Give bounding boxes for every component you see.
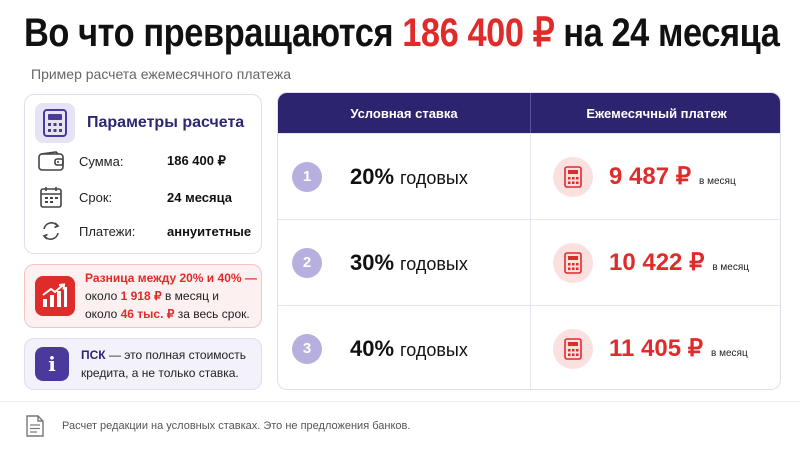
rate-cell: 2 30% годовых bbox=[278, 220, 531, 305]
param-row-sum: Сумма: 186 400 ₽ bbox=[37, 149, 257, 173]
title-text-1: Во что превращаются bbox=[24, 11, 403, 55]
params-title: Параметры расчета bbox=[87, 114, 245, 131]
calculator-icon bbox=[553, 156, 593, 197]
growth-chart-icon bbox=[35, 276, 75, 316]
param-label: Срок: bbox=[79, 189, 113, 205]
payment-value: 9 487 ₽ bbox=[609, 163, 691, 190]
table-row: 3 40% годовых 11 405 ₽ в месяц bbox=[278, 305, 780, 389]
rate-cell: 1 20% годовых bbox=[278, 134, 531, 219]
page-title: Во что превращаются 186 400 ₽ на 24 меся… bbox=[24, 10, 780, 56]
difference-text: Разница между 20% и 40% — около 1 918 ₽ … bbox=[85, 269, 257, 323]
row-number-badge: 3 bbox=[292, 333, 322, 364]
payments-table: Условная ставка Ежемесячный платеж 1 20%… bbox=[277, 92, 781, 390]
calendar-icon bbox=[37, 186, 65, 208]
param-label: Сумма: bbox=[79, 153, 124, 169]
table-header: Условная ставка Ежемесячный платеж bbox=[278, 93, 780, 133]
title-amount: 186 400 ₽ bbox=[402, 11, 555, 55]
difference-line3: около 46 тыс. ₽ за весь срок. bbox=[85, 305, 257, 323]
difference-card: Разница между 20% и 40% — около 1 918 ₽ … bbox=[24, 264, 262, 328]
rate-value: 40% bbox=[350, 335, 395, 361]
rate-value: 30% bbox=[350, 249, 395, 275]
difference-monthly: 1 918 ₽ bbox=[120, 289, 162, 303]
param-row-term: Срок: 24 месяца bbox=[37, 185, 257, 209]
params-header: Параметры расчета bbox=[35, 103, 255, 143]
payment-unit: в месяц bbox=[712, 262, 750, 273]
refresh-icon bbox=[37, 220, 65, 242]
difference-text-part: за весь срок. bbox=[174, 307, 250, 321]
title-text-2: на 24 месяца bbox=[554, 11, 780, 55]
param-value: 186 400 ₽ bbox=[167, 153, 226, 168]
param-row-payments: Платежи: аннуитетные bbox=[37, 219, 257, 243]
params-card: Параметры расчета Сумма: 186 400 ₽ Срок:… bbox=[24, 94, 262, 254]
difference-total: 46 тыс. ₽ bbox=[120, 307, 175, 321]
difference-text-part: около bbox=[85, 289, 121, 303]
rate-value: 20% bbox=[350, 163, 395, 189]
payment-unit: в месяц bbox=[699, 176, 736, 187]
rate-cell: 3 40% годовых bbox=[278, 306, 531, 389]
rate-unit: годовых bbox=[400, 168, 468, 188]
psk-card: i ПСК — это полная стоимость кредита, а … bbox=[24, 338, 262, 390]
document-icon bbox=[26, 415, 44, 437]
difference-text-part: около bbox=[85, 307, 121, 321]
payment-unit: в месяц bbox=[711, 348, 748, 359]
difference-line2: около 1 918 ₽ в месяц и bbox=[85, 287, 257, 305]
psk-text: ПСК — это полная стоимость кредита, а не… bbox=[81, 346, 246, 382]
row-number-badge: 1 bbox=[292, 161, 322, 192]
psk-line2: кредита, а не только ставка. bbox=[81, 366, 239, 380]
table-row: 1 20% годовых 9 487 ₽ в месяц bbox=[278, 133, 780, 219]
calculator-icon bbox=[35, 103, 75, 143]
payment-value: 11 405 ₽ bbox=[609, 335, 704, 362]
wallet-icon bbox=[37, 150, 65, 172]
row-number-badge: 2 bbox=[292, 247, 322, 278]
rate-unit: годовых bbox=[400, 254, 468, 274]
payment-value: 10 422 ₽ bbox=[609, 249, 705, 276]
column-header-payment: Ежемесячный платеж bbox=[586, 105, 727, 121]
payment-cell: 11 405 ₽ в месяц bbox=[531, 306, 780, 389]
param-value: аннуитетные bbox=[167, 223, 252, 239]
footer-note: Расчет редакции на условных ставках. Это… bbox=[62, 420, 411, 432]
psk-term: ПСК bbox=[81, 348, 106, 362]
param-label: Платежи: bbox=[79, 223, 136, 239]
table-row: 2 30% годовых 10 422 ₽ в месяц bbox=[278, 219, 780, 305]
difference-text-part: в месяц и bbox=[161, 289, 219, 303]
param-value: 24 месяца bbox=[167, 189, 232, 205]
page-subtitle: Пример расчета ежемесячного платежа bbox=[31, 66, 292, 82]
footer: Расчет редакции на условных ставках. Это… bbox=[0, 401, 800, 450]
payment-cell: 10 422 ₽ в месяц bbox=[531, 220, 780, 305]
rate-unit: годовых bbox=[400, 340, 468, 360]
payment-cell: 9 487 ₽ в месяц bbox=[531, 134, 780, 219]
calculator-icon bbox=[553, 328, 593, 369]
difference-line1: Разница между 20% и 40% — bbox=[85, 271, 257, 285]
column-header-rate: Условная ставка bbox=[278, 93, 531, 133]
calculator-icon bbox=[553, 242, 593, 283]
info-icon: i bbox=[35, 347, 69, 381]
psk-line1: ПСК — это полная стоимость bbox=[81, 346, 246, 364]
psk-line1-rest: — это полная стоимость bbox=[105, 348, 246, 362]
